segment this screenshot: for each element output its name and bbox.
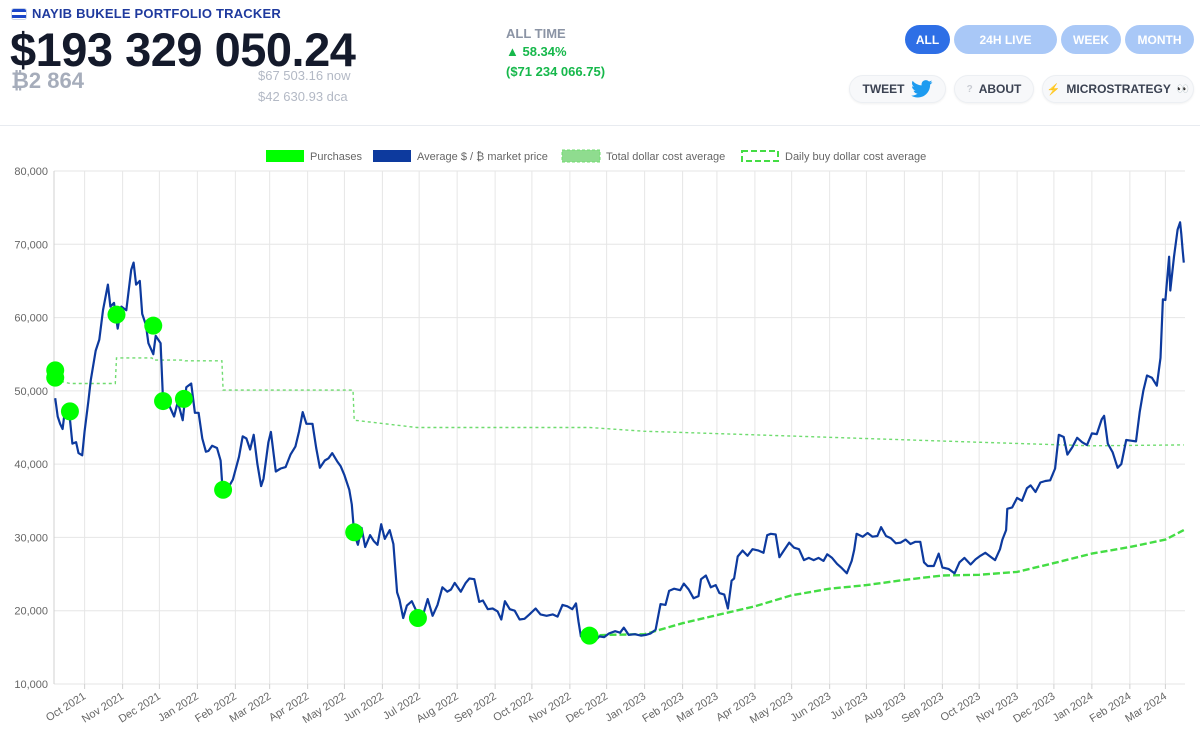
brand-title: NAYIB BUKELE PORTFOLIO TRACKER xyxy=(32,6,281,21)
chart-legend: Purchases Average $ / ₿ market price Total… xyxy=(266,149,926,163)
y-axis: 10,000 20,000 30,000 40,000 50,000 60,000 70,0… xyxy=(14,166,48,691)
twitter-bird-icon xyxy=(910,80,932,98)
legend-label: Total dollar cost average xyxy=(606,151,725,163)
social-buttons: TWEET ? ABOUT ⚡ MICROSTRATEGY 👀 xyxy=(849,75,1194,103)
legend-swatch-total-dca xyxy=(561,149,601,163)
purchase-markers xyxy=(46,305,599,645)
x-tick-label: Jan 2024 xyxy=(1051,690,1096,724)
x-tick-label: Jun 2022 xyxy=(341,690,386,724)
lightning-icon: ⚡ xyxy=(1046,83,1061,96)
tweet-button[interactable]: TWEET xyxy=(849,75,946,103)
dca-price: $42 630.93 dca xyxy=(258,89,348,104)
all-time-label: ALL TIME xyxy=(506,26,566,41)
legend-swatch-daily-dca xyxy=(741,150,779,162)
purchase-point xyxy=(345,523,364,542)
daily-dca-line xyxy=(589,529,1185,637)
legend-market-price: Average $ / ₿ market price xyxy=(373,150,548,163)
legend-label: Daily buy dollar cost average xyxy=(785,151,926,163)
x-tick-label: Jun 2023 xyxy=(788,690,833,724)
y-tick-label: 60,000 xyxy=(14,313,48,325)
x-tick-label: Jan 2023 xyxy=(603,690,648,724)
range-24h-live-button[interactable]: 24H LIVE xyxy=(954,25,1057,54)
x-tick-label: Dec 2021 xyxy=(117,690,163,725)
y-tick-label: 40,000 xyxy=(14,459,48,471)
about-button[interactable]: ? ABOUT xyxy=(954,75,1034,103)
purchase-point xyxy=(174,389,193,408)
legend-swatch-purchases xyxy=(266,150,304,162)
microstrategy-label: MICROSTRATEGY xyxy=(1066,82,1171,96)
y-tick-label: 80,000 xyxy=(14,166,48,178)
header-divider xyxy=(0,125,1200,126)
chart-series xyxy=(54,221,1185,643)
x-tick-label: Dec 2022 xyxy=(564,690,610,725)
legend-label: Average $ / ₿ market price xyxy=(417,151,548,163)
legend-daily-dca: Daily buy dollar cost average xyxy=(741,150,926,163)
range-all-button[interactable]: ALL xyxy=(905,25,950,54)
purchase-point xyxy=(107,305,126,324)
x-tick-label: Dec 2023 xyxy=(1011,690,1057,725)
x-tick-label: Jan 2022 xyxy=(156,690,201,724)
percent-change: ▲ 58.34% xyxy=(506,44,567,59)
x-tick-label: Aug 2022 xyxy=(414,690,460,725)
portfolio-header: NAYIB BUKELE PORTFOLIO TRACKER $193 329 … xyxy=(0,0,1200,125)
y-tick-label: 30,000 xyxy=(14,532,48,544)
brand: NAYIB BUKELE PORTFOLIO TRACKER xyxy=(12,6,281,21)
range-month-button[interactable]: MONTH xyxy=(1125,25,1194,54)
purchase-point xyxy=(154,392,173,411)
chart-grid xyxy=(53,170,1185,689)
purchase-point xyxy=(214,480,233,499)
purchase-point xyxy=(46,368,65,387)
y-tick-label: 50,000 xyxy=(14,386,48,398)
portfolio-value: $193 329 050.24 xyxy=(10,23,356,76)
el-salvador-flag-icon xyxy=(12,8,26,19)
y-tick-label: 70,000 xyxy=(14,239,48,251)
purchase-point xyxy=(408,609,427,628)
btc-holdings: ₿2 864 xyxy=(11,68,84,93)
legend-total-dca: Total dollar cost average xyxy=(561,149,725,163)
total-dca-line xyxy=(55,357,1184,447)
eyes-icon: 👀 xyxy=(1176,83,1190,95)
x-tick-label: Sep 2023 xyxy=(900,690,946,725)
y-tick-label: 20,000 xyxy=(14,606,48,618)
legend-swatch-market-price xyxy=(373,150,411,162)
legend-purchases: Purchases xyxy=(266,150,362,163)
x-tick-label: Aug 2023 xyxy=(862,690,908,725)
range-week-button[interactable]: WEEK xyxy=(1061,25,1121,54)
about-label: ABOUT xyxy=(978,82,1022,96)
x-tick-label: Sep 2022 xyxy=(452,690,498,725)
y-tick-label: 10,000 xyxy=(14,679,48,691)
market-price-line xyxy=(54,221,1185,643)
microstrategy-button[interactable]: ⚡ MICROSTRATEGY 👀 xyxy=(1042,75,1194,103)
purchase-point xyxy=(144,316,163,335)
current-price: $67 503.16 now xyxy=(258,68,351,83)
range-selector: ALL 24H LIVE WEEK MONTH xyxy=(905,25,1194,54)
question-icon: ? xyxy=(966,83,973,95)
dollar-change: ($71 234 066.75) xyxy=(506,64,606,79)
tweet-label: TWEET xyxy=(862,82,905,96)
legend-label: Purchases xyxy=(310,151,362,163)
purchase-point xyxy=(60,402,79,421)
purchase-point xyxy=(580,626,599,645)
